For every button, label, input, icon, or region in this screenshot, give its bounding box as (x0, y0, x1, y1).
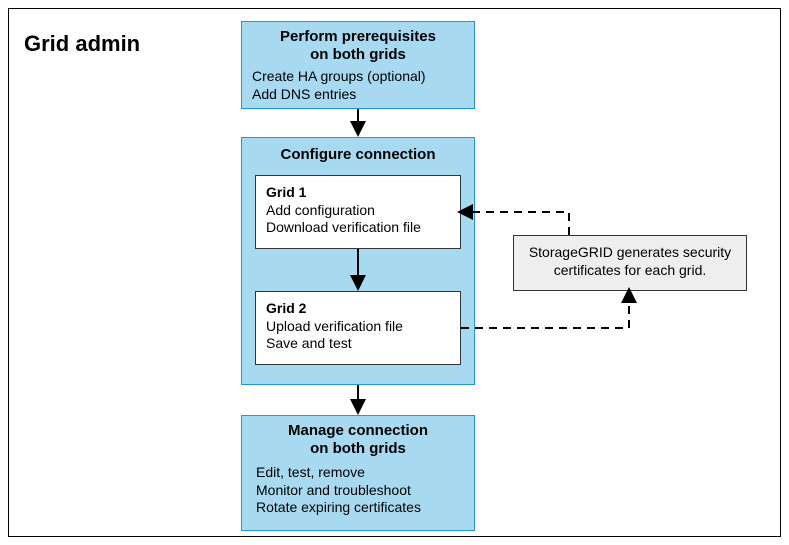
box-security-note: StorageGRID generates security certifica… (513, 235, 747, 291)
security-line-1: StorageGRID generates security (522, 244, 738, 262)
security-line-2: certificates for each grid. (522, 262, 738, 280)
box-prerequisites: Perform prerequisites on both grids Crea… (241, 21, 475, 109)
box-grid-2: Grid 2 Upload verification file Save and… (255, 291, 461, 365)
grid1-title: Grid 1 (266, 184, 450, 202)
grid2-line-1: Upload verification file (266, 318, 450, 336)
manage-line-3: Rotate expiring certificates (256, 499, 460, 517)
manage-title-1: Manage connection (256, 422, 460, 440)
box-manage-connection: Manage connection on both grids Edit, te… (241, 415, 475, 531)
dashed-grid2-to-security (461, 299, 629, 328)
manage-line-1: Edit, test, remove (256, 464, 460, 482)
box-grid-1: Grid 1 Add configuration Download verifi… (255, 175, 461, 249)
grid1-line-2: Download verification file (266, 219, 450, 237)
configure-title: Configure connection (242, 146, 474, 164)
prereq-title-1: Perform prerequisites (252, 28, 464, 46)
page-title: Grid admin (24, 31, 140, 57)
dashed-security-to-grid1 (469, 212, 569, 235)
prereq-line-2: Add DNS entries (252, 86, 464, 104)
grid2-line-2: Save and test (266, 335, 450, 353)
grid2-title: Grid 2 (266, 300, 450, 318)
diagram-frame: Grid admin Perform prerequisites on both… (8, 8, 781, 537)
manage-line-2: Monitor and troubleshoot (256, 482, 460, 500)
grid1-line-1: Add configuration (266, 202, 450, 220)
prereq-title-2: on both grids (252, 46, 464, 64)
manage-title-2: on both grids (256, 440, 460, 458)
prereq-line-1: Create HA groups (optional) (252, 68, 464, 86)
